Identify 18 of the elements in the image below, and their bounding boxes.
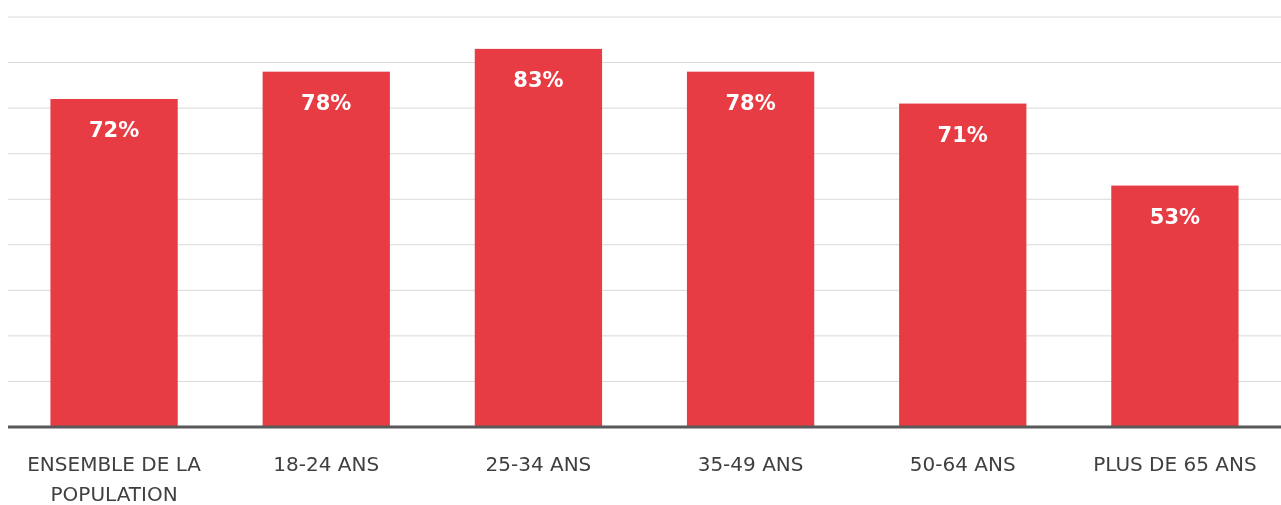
data-label: 53% (1149, 204, 1201, 229)
x-tick-label: 18-24 ANS (273, 452, 380, 476)
x-tick-label: 35-49 ANS (697, 452, 804, 476)
data-label: 83% (513, 67, 564, 92)
bar (474, 48, 603, 427)
bar (262, 71, 390, 427)
x-tick-label: 50-64 ANS (909, 452, 1016, 476)
data-label: 78% (725, 90, 776, 115)
bar (686, 71, 815, 427)
data-label: 72% (88, 118, 140, 142)
x-tick-label: ENSEMBLE DE LA POPULATION (27, 452, 202, 505)
bar (50, 99, 178, 427)
data-label: 78% (301, 90, 352, 115)
x-tick-label: 25-34 ANS (485, 452, 592, 476)
bar (1111, 185, 1239, 427)
data-label: 71% (937, 122, 988, 147)
bar (899, 103, 1027, 427)
x-tick-label: PLUS DE 65 ANS (1093, 452, 1257, 476)
